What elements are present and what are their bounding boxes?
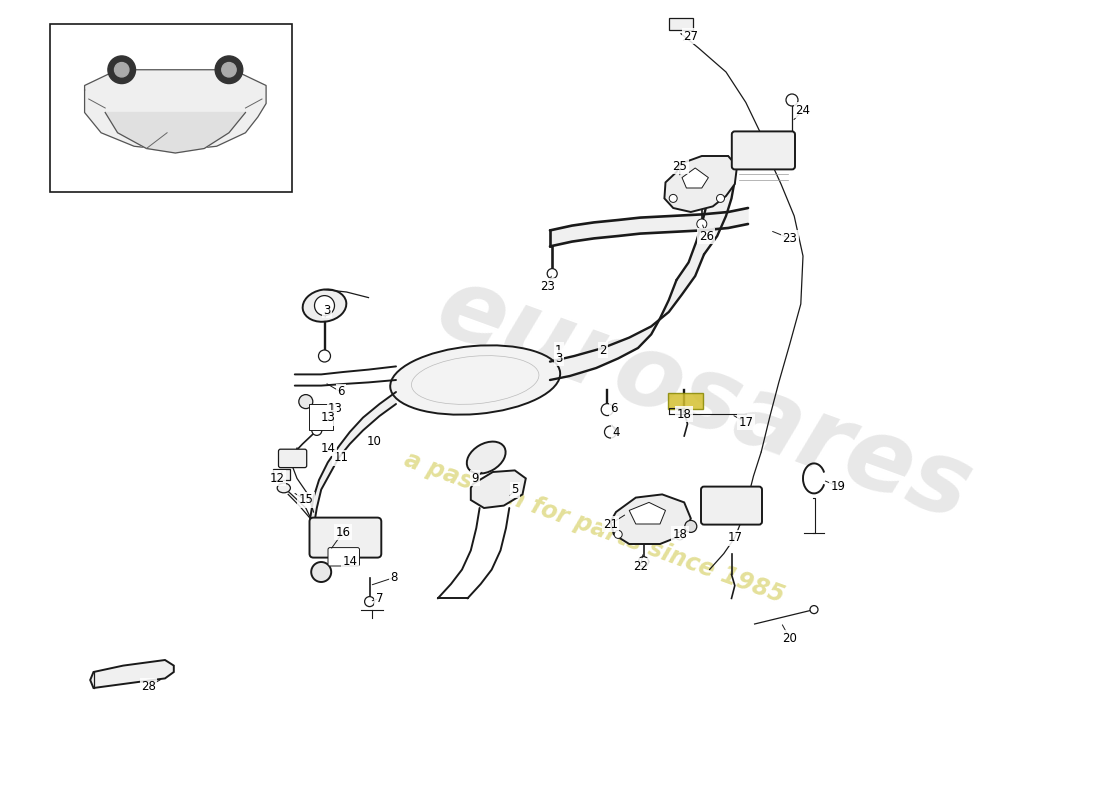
Polygon shape <box>85 70 266 150</box>
Polygon shape <box>664 156 737 212</box>
Text: 13: 13 <box>328 402 343 414</box>
Text: 26: 26 <box>698 230 714 242</box>
Polygon shape <box>682 168 708 188</box>
Text: 7: 7 <box>376 592 383 605</box>
Text: 12: 12 <box>270 472 285 485</box>
Ellipse shape <box>302 290 346 322</box>
FancyBboxPatch shape <box>309 518 382 558</box>
Polygon shape <box>610 494 691 544</box>
Circle shape <box>315 295 334 315</box>
Circle shape <box>696 219 707 229</box>
Text: eurosares: eurosares <box>424 258 984 542</box>
Text: 17: 17 <box>738 416 754 429</box>
Polygon shape <box>106 113 245 153</box>
Circle shape <box>108 56 135 83</box>
Circle shape <box>685 521 696 533</box>
Polygon shape <box>310 392 396 528</box>
FancyBboxPatch shape <box>278 450 307 467</box>
Text: 19: 19 <box>830 480 846 493</box>
Polygon shape <box>676 160 735 280</box>
Circle shape <box>669 194 678 202</box>
Circle shape <box>311 562 331 582</box>
Circle shape <box>547 269 558 278</box>
FancyBboxPatch shape <box>309 404 333 430</box>
Text: 17: 17 <box>727 531 742 544</box>
Text: 25: 25 <box>672 160 688 173</box>
Bar <box>273 469 290 480</box>
Polygon shape <box>550 208 748 246</box>
Text: 3: 3 <box>556 352 562 365</box>
Circle shape <box>614 530 623 538</box>
Text: 14: 14 <box>342 555 358 568</box>
Text: 18: 18 <box>672 528 688 541</box>
FancyBboxPatch shape <box>732 131 795 170</box>
Circle shape <box>216 56 243 83</box>
Circle shape <box>638 557 649 566</box>
Bar <box>50 24 292 192</box>
Polygon shape <box>629 502 666 524</box>
Circle shape <box>222 62 236 77</box>
FancyBboxPatch shape <box>328 547 360 566</box>
Ellipse shape <box>390 346 560 414</box>
Circle shape <box>786 94 798 106</box>
Text: 11: 11 <box>333 451 349 464</box>
Circle shape <box>716 194 725 202</box>
Text: 5: 5 <box>512 483 518 496</box>
Text: 6: 6 <box>338 386 344 398</box>
Text: 10: 10 <box>366 435 382 448</box>
Circle shape <box>114 62 129 77</box>
Ellipse shape <box>277 483 290 493</box>
Text: 22: 22 <box>632 560 648 573</box>
Text: 14: 14 <box>320 442 336 454</box>
Circle shape <box>605 426 616 438</box>
Circle shape <box>602 403 613 416</box>
Text: 4: 4 <box>613 426 619 438</box>
Text: 2: 2 <box>600 344 606 357</box>
Text: 13: 13 <box>320 411 336 424</box>
Text: 8: 8 <box>390 571 397 584</box>
Text: a passion for parts since 1985: a passion for parts since 1985 <box>400 448 788 608</box>
Circle shape <box>675 532 684 540</box>
Text: 9: 9 <box>472 472 478 485</box>
FancyBboxPatch shape <box>668 393 703 409</box>
FancyBboxPatch shape <box>701 486 762 525</box>
Circle shape <box>364 597 375 606</box>
Text: 23: 23 <box>540 280 556 293</box>
Bar <box>669 18 693 30</box>
Text: 20: 20 <box>782 632 797 645</box>
Text: 6: 6 <box>610 402 617 414</box>
Text: 3: 3 <box>323 304 330 317</box>
Text: 24: 24 <box>795 104 811 117</box>
Text: 16: 16 <box>336 526 351 538</box>
Text: 21: 21 <box>603 518 618 530</box>
Circle shape <box>311 426 322 435</box>
Polygon shape <box>471 470 526 508</box>
Text: 23: 23 <box>782 232 797 245</box>
Text: 28: 28 <box>141 680 156 693</box>
Text: 18: 18 <box>676 408 692 421</box>
Circle shape <box>299 394 312 409</box>
Text: 1: 1 <box>556 344 562 357</box>
Polygon shape <box>550 254 704 380</box>
Circle shape <box>319 350 330 362</box>
Circle shape <box>810 606 818 614</box>
Text: 27: 27 <box>683 30 698 42</box>
Polygon shape <box>90 660 174 688</box>
Text: 15: 15 <box>298 494 314 506</box>
Ellipse shape <box>466 442 506 474</box>
